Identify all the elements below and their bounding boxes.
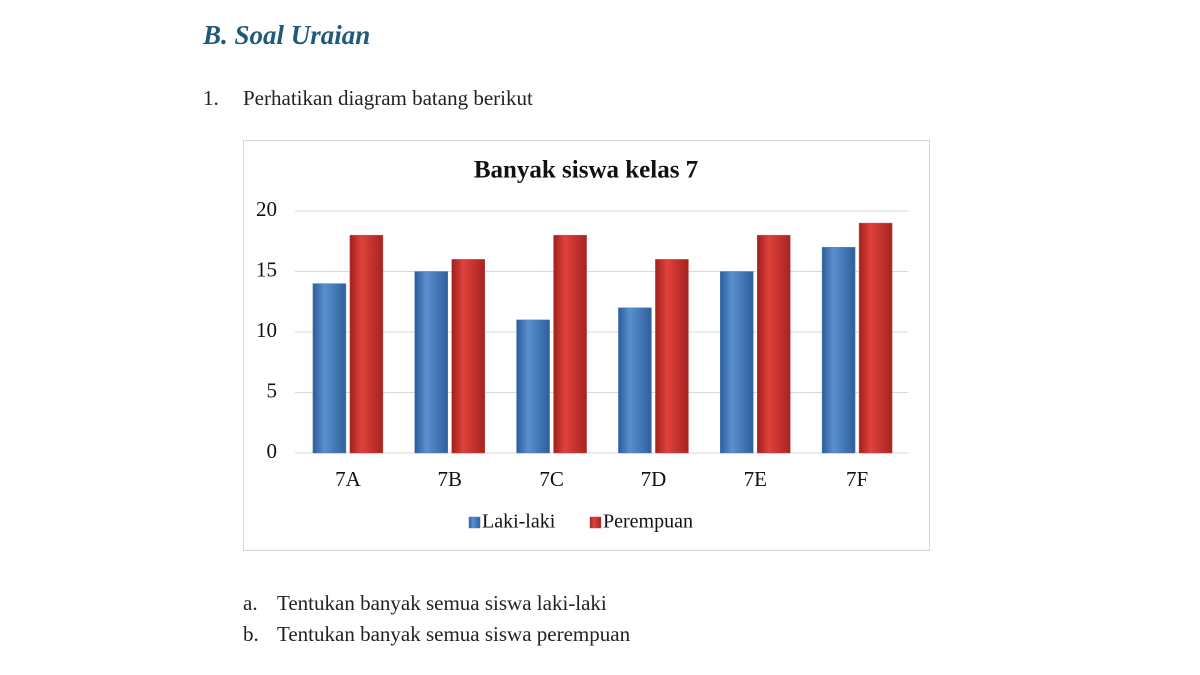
x-tick-label: 7D — [641, 467, 667, 491]
question-number: 1. — [203, 86, 219, 110]
bar — [821, 247, 856, 454]
subquestion-text: Tentukan banyak semua siswa laki-laki — [277, 591, 607, 615]
x-tick-label: 7B — [437, 467, 462, 491]
y-tick-label: 10 — [256, 318, 277, 342]
bar — [414, 271, 448, 454]
bar — [451, 259, 485, 454]
y-tick-label: 15 — [256, 257, 277, 281]
bar — [349, 234, 384, 454]
y-tick-label: 20 — [256, 197, 277, 221]
bar — [553, 234, 587, 454]
bar — [618, 307, 652, 454]
bar — [720, 271, 754, 454]
legend-label: Laki-laki — [482, 511, 556, 533]
subquestion-label: b. — [243, 622, 259, 646]
question-text: Perhatikan diagram batang berikut — [243, 86, 533, 110]
subquestion-label: a. — [243, 591, 258, 615]
bar — [655, 259, 689, 454]
x-tick-label: 7A — [335, 467, 362, 491]
y-tick-label: 5 — [267, 378, 278, 402]
x-tick-label: 7C — [539, 467, 564, 491]
bar — [312, 283, 347, 454]
bar — [757, 234, 791, 454]
chart-title: Banyak siswa kelas 7 — [474, 157, 698, 184]
legend-label: Perempuan — [603, 511, 693, 533]
legend-swatch — [468, 516, 481, 529]
legend-swatch — [589, 516, 602, 529]
bar — [858, 222, 893, 454]
subquestion-text: Tentukan banyak semua siswa perempuan — [277, 622, 631, 646]
section-heading: B. Soal Uraian — [203, 20, 371, 50]
y-tick-label: 0 — [267, 439, 278, 463]
bar — [516, 319, 550, 454]
x-tick-label: 7F — [846, 467, 868, 491]
x-tick-label: 7E — [744, 467, 767, 491]
